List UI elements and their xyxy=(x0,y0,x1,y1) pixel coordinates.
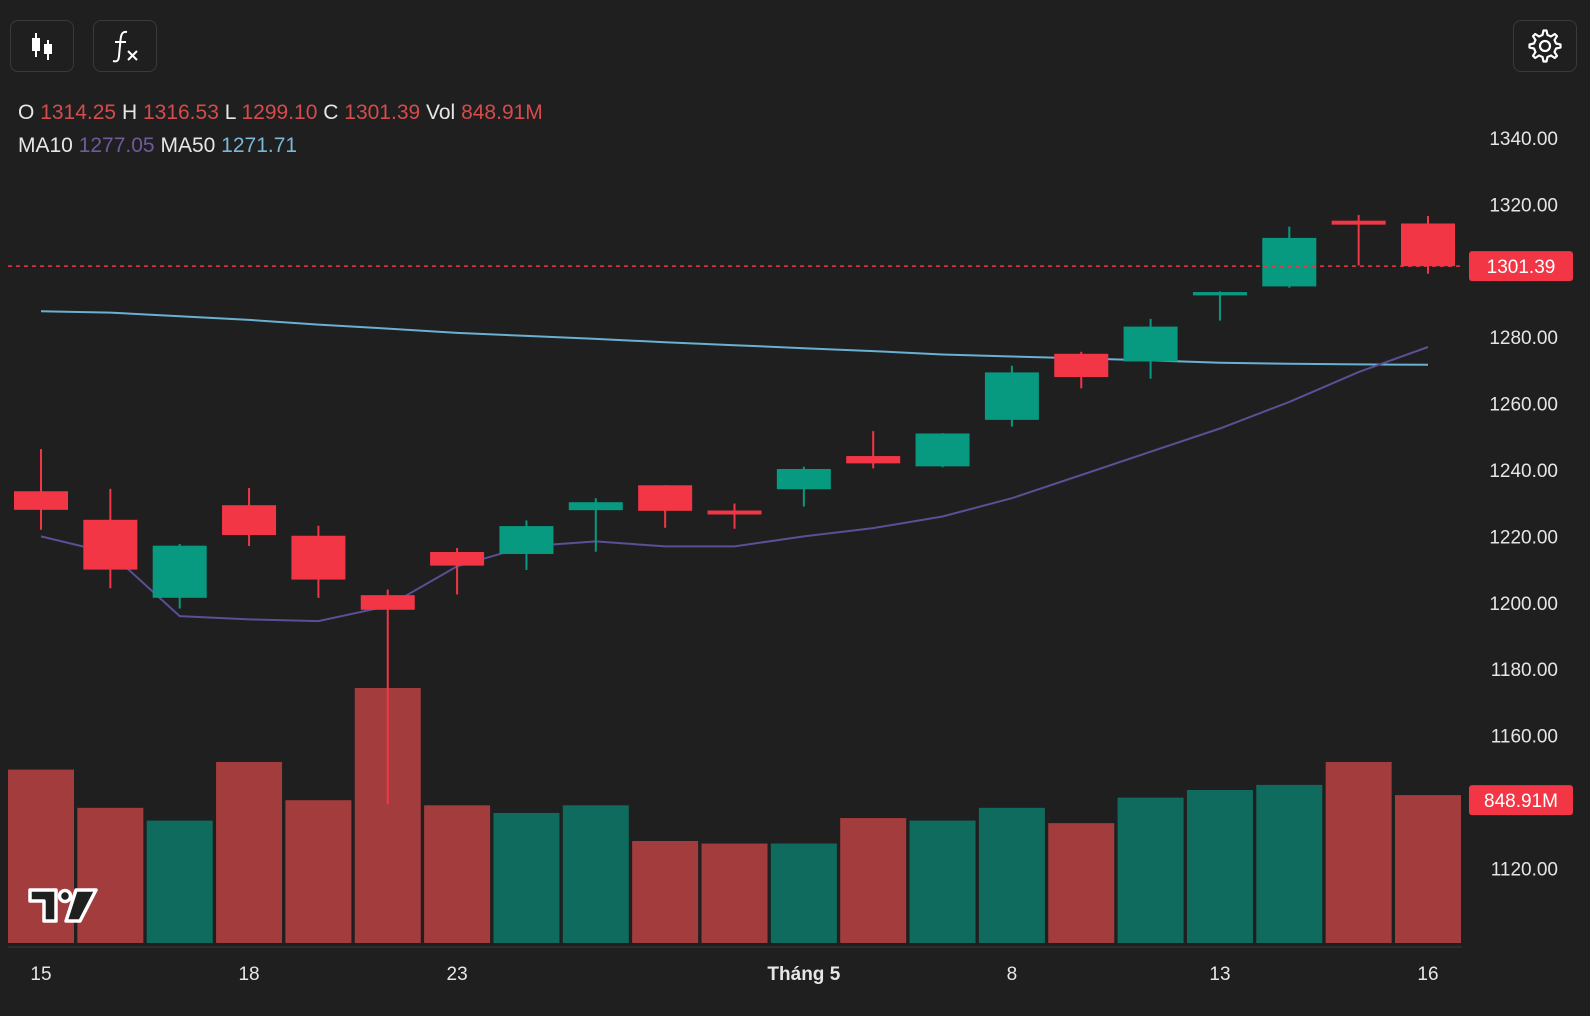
x-tick-label: 18 xyxy=(238,964,259,985)
candle-body xyxy=(984,372,1039,420)
open-label: O xyxy=(18,101,35,124)
y-tick-label: 1340.00 xyxy=(1489,129,1558,150)
x-tick-label: 13 xyxy=(1209,964,1230,985)
candle-body xyxy=(1401,223,1455,267)
candlestick-icon xyxy=(32,33,52,60)
x-tick-label: 23 xyxy=(447,964,468,985)
candle-body xyxy=(360,595,415,610)
y-tick-label: 1120.00 xyxy=(1491,859,1558,880)
moving-averages xyxy=(40,310,1429,623)
high-value: 1316.53 xyxy=(142,101,219,124)
candle-body xyxy=(152,545,207,598)
volume-bar xyxy=(8,769,74,943)
candle-body xyxy=(14,491,68,510)
axes: 1340.00 1320.00 1280.00 1260.00 1240.00 1220.… xyxy=(8,129,1573,985)
volume-bar xyxy=(632,841,699,943)
volume-bars xyxy=(8,688,1461,943)
close-value: 1301.39 xyxy=(344,101,421,124)
x-tick-label: 8 xyxy=(1007,964,1018,985)
candle-body xyxy=(776,469,831,490)
y-tick-label: 1160.00 xyxy=(1491,727,1558,748)
y-tick-label: 1240.00 xyxy=(1489,461,1558,482)
last-price-badge xyxy=(1469,251,1573,282)
x-tick-label: 15 xyxy=(30,964,51,985)
candle-body xyxy=(915,433,970,467)
ma50-value: 1271.71 xyxy=(221,134,298,157)
candle-body xyxy=(568,502,623,511)
ma50-line xyxy=(40,310,1429,366)
ma10-value: 1277.05 xyxy=(78,134,155,157)
y-tick-label: 1320.00 xyxy=(1489,195,1558,216)
high-label: H xyxy=(121,101,138,124)
function-icon xyxy=(112,30,138,63)
candle-body xyxy=(1054,353,1109,378)
candle-body xyxy=(707,510,762,515)
gear-icon xyxy=(1528,29,1562,63)
candle-body xyxy=(638,485,693,511)
volume-bar xyxy=(978,807,1045,943)
y-tick-label: 1280.00 xyxy=(1489,328,1558,349)
indicators-button[interactable] xyxy=(93,20,157,72)
volume-bar xyxy=(1186,790,1253,943)
volume-bar xyxy=(146,820,213,943)
candles xyxy=(14,215,1455,805)
ma50-label: MA50 xyxy=(160,134,216,157)
volume-bar xyxy=(424,805,491,943)
candle-body xyxy=(1123,326,1178,362)
volume-bar xyxy=(1325,761,1392,943)
candle-body xyxy=(1192,292,1247,296)
volume-bar xyxy=(1395,795,1461,943)
y-tick-label: 1180.00 xyxy=(1491,660,1558,681)
volume-bar xyxy=(909,820,976,943)
candle-body xyxy=(846,456,901,464)
last-volume-badge xyxy=(1469,785,1573,816)
settings-button[interactable] xyxy=(1513,20,1577,72)
volume-label: Vol xyxy=(426,101,456,124)
volume-bar xyxy=(840,818,907,943)
last-volume-text: 848.91M xyxy=(1484,791,1558,812)
candle-body xyxy=(222,505,277,536)
low-value: 1299.10 xyxy=(241,101,318,124)
chart-type-button[interactable] xyxy=(10,20,74,72)
open-value: 1314.25 xyxy=(40,101,117,124)
candle-body xyxy=(1331,220,1386,225)
volume-bar xyxy=(1048,823,1115,943)
volume-bar xyxy=(562,805,629,943)
y-tick-label: 1220.00 xyxy=(1489,527,1558,548)
volume-bar xyxy=(1256,784,1323,943)
tradingview-logo xyxy=(28,888,98,923)
candle-body xyxy=(1262,237,1317,287)
ma10-label: MA10 xyxy=(18,134,73,157)
candle-body xyxy=(499,526,554,554)
volume-bar xyxy=(701,843,768,943)
candle-body xyxy=(291,535,346,580)
candle-body xyxy=(83,519,138,570)
y-tick-label: 1260.00 xyxy=(1489,395,1558,416)
y-tick-label: 1200.00 xyxy=(1489,594,1558,615)
volume-bar xyxy=(770,843,837,943)
volume-bar xyxy=(493,812,560,943)
low-label: L xyxy=(224,101,236,124)
ohlc-legend: O 1314.25 H 1316.53 L 1299.10 C 1301.39 … xyxy=(18,101,543,125)
x-tick-label: 16 xyxy=(1417,964,1438,985)
ma10-line xyxy=(40,346,1429,623)
volume-bar xyxy=(77,807,144,943)
volume-bar xyxy=(1117,797,1184,943)
candle-body xyxy=(430,552,485,566)
x-tick-label: Tháng 5 xyxy=(767,964,840,985)
close-label: C xyxy=(323,101,339,124)
ma-legend: MA10 1277.05 MA50 1271.71 xyxy=(18,134,297,158)
volume-bar xyxy=(285,800,352,943)
volume-bar xyxy=(216,761,283,943)
volume-value: 848.91M xyxy=(461,101,543,124)
last-price-text: 1301.39 xyxy=(1487,257,1556,278)
